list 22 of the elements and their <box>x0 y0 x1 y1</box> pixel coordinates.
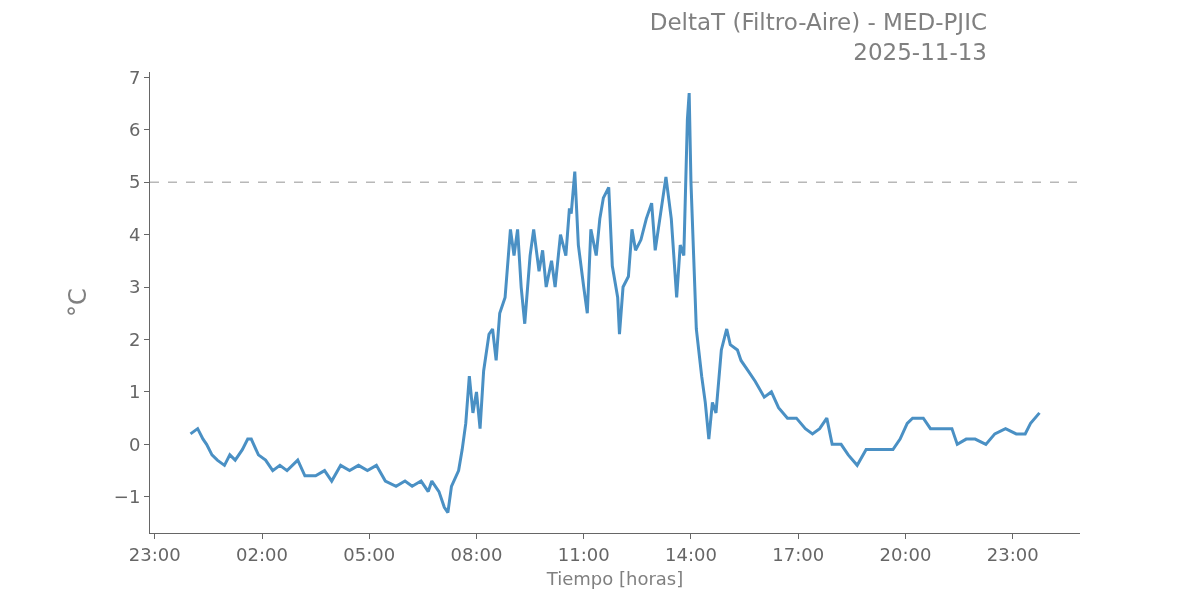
y-axis-title: °C <box>63 288 92 317</box>
x-tick-label: 02:00 <box>236 543 288 565</box>
x-tick-label: 23:00 <box>128 543 181 565</box>
x-tick-label: 17:00 <box>772 543 825 565</box>
x-tick-label: 20:00 <box>879 543 932 565</box>
y-tick-label: 1 <box>128 381 141 403</box>
x-axis-title: Tiempo [horas] <box>545 567 684 589</box>
y-tick-label: 5 <box>128 171 141 193</box>
y-tick-label: 2 <box>128 328 141 350</box>
x-tick-label: 11:00 <box>557 543 610 565</box>
x-tick-label: 08:00 <box>450 543 503 565</box>
y-tick-label: 4 <box>128 223 141 245</box>
y-tick-label: −1 <box>113 486 141 508</box>
y-tick-label: 7 <box>128 66 141 88</box>
line-series <box>189 91 1041 515</box>
y-tick-label: 3 <box>128 276 141 298</box>
x-tick-label: 05:00 <box>343 543 396 565</box>
chart-title: DeltaT (Filtro-Aire) - MED-PJIC 2025-11-13 <box>649 9 987 65</box>
y-tick-label: 6 <box>128 118 141 140</box>
x-tick-label: 14:00 <box>665 543 717 565</box>
y-tick-label: 0 <box>128 433 141 455</box>
x-tick-label: 23:00 <box>986 543 1039 565</box>
